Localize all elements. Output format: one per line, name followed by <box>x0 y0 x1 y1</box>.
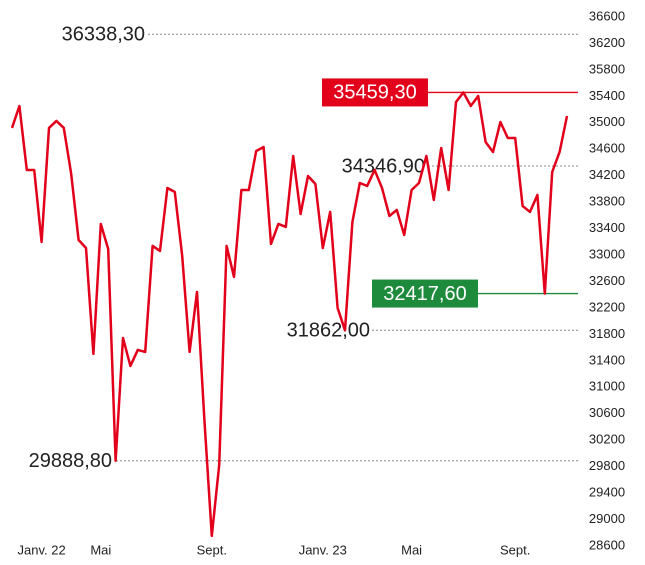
y-tick-label: 35800 <box>589 61 625 76</box>
annotation-label: 36338,30 <box>62 24 145 46</box>
y-tick-label: 33400 <box>589 220 625 235</box>
y-tick-label: 32200 <box>589 299 625 314</box>
x-tick-label: Sept. <box>500 542 530 557</box>
annotation-label: 31862,00 <box>287 320 370 342</box>
y-tick-label: 30200 <box>589 432 625 447</box>
y-tick-label: 29800 <box>589 458 625 473</box>
annotation-label: 29888,80 <box>29 450 112 472</box>
y-tick-label: 31400 <box>589 352 625 367</box>
y-tick-label: 32600 <box>589 273 625 288</box>
y-tick-label: 35400 <box>589 88 625 103</box>
y-tick-label: 36200 <box>589 35 625 50</box>
price-line <box>10 91 569 538</box>
y-tick-label: 36600 <box>589 8 625 23</box>
x-tick-label: Mai <box>401 542 422 557</box>
y-tick-label: 29000 <box>589 511 625 526</box>
annotation-label: 32417,60 <box>383 283 466 305</box>
annotation-box <box>322 78 428 107</box>
y-tick-label: 35000 <box>589 114 625 129</box>
annotation-label: 34346,90 <box>342 155 425 177</box>
y-tick-label: 28600 <box>589 537 625 552</box>
x-tick-label: Janv. 22 <box>18 542 66 557</box>
x-tick-label: Janv. 23 <box>299 542 347 557</box>
annotation-box <box>372 279 478 308</box>
y-tick-label: 34600 <box>589 141 625 156</box>
y-tick-label: 31000 <box>589 379 625 394</box>
y-tick-label: 30600 <box>589 405 625 420</box>
y-tick-label: 31800 <box>589 326 625 341</box>
y-tick-label: 33000 <box>589 246 625 261</box>
x-tick-label: Mai <box>90 542 111 557</box>
x-tick-label: Sept. <box>197 542 227 557</box>
y-tick-label: 33800 <box>589 194 625 209</box>
y-tick-label: 29400 <box>589 485 625 500</box>
annotation-label: 35459,30 <box>333 82 416 104</box>
y-tick-label: 34200 <box>589 167 625 182</box>
